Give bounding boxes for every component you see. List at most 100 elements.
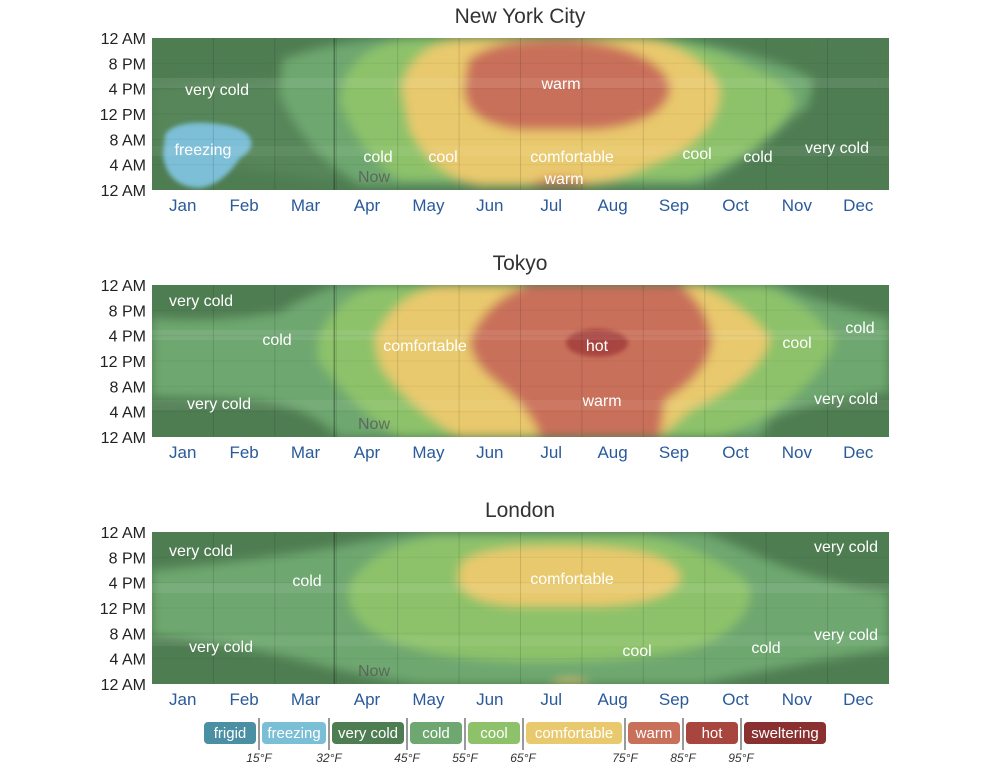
y-tick-label: 4 PM xyxy=(109,576,146,593)
grid xyxy=(152,285,889,437)
y-tick-label: 8 PM xyxy=(109,56,146,73)
x-tick-label: Aug xyxy=(597,690,627,709)
chart-tokyo: Tokyo very cold cold very cold comfortab… xyxy=(100,252,889,462)
region-label: very cold xyxy=(814,539,878,556)
x-axis: Jan Feb Mar Apr May Jun Jul Aug Sep Oct Nov Dec xyxy=(169,443,874,462)
region-label: very cold xyxy=(805,140,869,157)
band-warm xyxy=(470,285,712,437)
region-label: very cold xyxy=(814,627,878,644)
y-axis: 12 AM 8 PM 4 PM 12 PM 8 AM 4 AM 12 AM xyxy=(100,525,146,694)
region-label: cold xyxy=(751,640,780,657)
region-label: cold xyxy=(743,149,772,166)
x-tick-label: May xyxy=(412,196,445,215)
region-label: comfortable xyxy=(530,571,614,588)
chart-title: Tokyo xyxy=(493,252,548,275)
y-tick-label: 12 AM xyxy=(101,430,146,447)
chart-title: London xyxy=(485,499,555,522)
x-tick-label: Mar xyxy=(291,196,321,215)
y-tick-label: 4 AM xyxy=(110,652,146,669)
y-tick-label: 8 PM xyxy=(109,303,146,320)
legend-threshold-label: 95°F xyxy=(728,751,754,765)
legend-threshold-label: 32°F xyxy=(316,751,342,765)
chart-new-york-city: New York City very cold freezing cold co… xyxy=(100,5,889,215)
x-tick-label: Aug xyxy=(597,443,627,462)
y-tick-label: 12 PM xyxy=(100,354,146,371)
legend-swatch xyxy=(262,722,326,744)
legend-label: cold xyxy=(422,725,450,742)
x-tick-label: May xyxy=(412,690,445,709)
x-tick-label: Jun xyxy=(476,443,503,462)
legend-label: hot xyxy=(702,725,724,742)
region-label: comfortable xyxy=(530,149,614,166)
x-tick-label: Jul xyxy=(540,690,562,709)
band-very-cold-dec xyxy=(760,38,889,190)
y-axis: 12 AM 8 PM 4 PM 12 PM 8 AM 4 AM 12 AM xyxy=(100,31,146,200)
x-tick-label: Oct xyxy=(722,443,749,462)
region-label: cool xyxy=(622,643,651,660)
x-tick-label: Sep xyxy=(659,196,689,215)
legend-threshold-label: 15°F xyxy=(246,751,272,765)
now-marker-label: Now xyxy=(358,663,390,680)
legend-label: sweltering xyxy=(751,725,819,742)
band-warm-night xyxy=(530,177,590,186)
x-axis: Jan Feb Mar Apr May Jun Jul Aug Sep Oct Nov Dec xyxy=(169,690,874,709)
legend-label: very cold xyxy=(338,725,398,742)
x-tick-label: Apr xyxy=(354,196,381,215)
region-label: warm xyxy=(540,76,580,93)
y-tick-label: 8 PM xyxy=(109,550,146,567)
x-tick-label: Apr xyxy=(354,443,381,462)
region-label: very cold xyxy=(169,543,233,560)
y-tick-label: 12 AM xyxy=(101,525,146,542)
region-label: cold xyxy=(845,320,874,337)
chart-london: London very cold cold very cold comforta… xyxy=(100,499,889,709)
sun-band xyxy=(152,330,889,340)
x-tick-label: Apr xyxy=(354,690,381,709)
y-tick-label: 8 AM xyxy=(110,626,146,643)
region-label: cold xyxy=(262,332,291,349)
region-label: comfortable xyxy=(383,338,467,355)
x-tick-label: Jan xyxy=(169,690,196,709)
plot-area: very cold freezing cold cool comfortable… xyxy=(152,38,889,190)
grid xyxy=(152,38,889,190)
x-tick-label: Jun xyxy=(476,196,503,215)
y-axis: 12 AM 8 PM 4 PM 12 PM 8 AM 4 AM 12 AM xyxy=(100,278,146,447)
now-marker-label: Now xyxy=(358,169,390,186)
now-marker-label: Now xyxy=(358,416,390,433)
x-tick-label: Oct xyxy=(722,690,749,709)
temperature-legend: frigid freezing very cold cold cool comfortab… xyxy=(204,718,826,765)
band-hot xyxy=(566,329,628,357)
region-label: cold xyxy=(292,573,321,590)
y-tick-label: 4 AM xyxy=(110,405,146,422)
x-tick-label: Dec xyxy=(843,443,874,462)
legend-swatch xyxy=(468,722,520,744)
y-tick-label: 12 PM xyxy=(100,107,146,124)
legend-swatch xyxy=(628,722,680,744)
region-label: very cold xyxy=(814,391,878,408)
x-tick-label: Sep xyxy=(659,443,689,462)
region-label: cool xyxy=(682,146,711,163)
x-axis: Jan Feb Mar Apr May Jun Jul Aug Sep Oct Nov Dec xyxy=(169,196,874,215)
legend-label: freezing xyxy=(267,725,320,742)
y-tick-label: 4 AM xyxy=(110,158,146,175)
x-tick-label: Jun xyxy=(476,690,503,709)
x-tick-label: Mar xyxy=(291,443,321,462)
legend-threshold-label: 45°F xyxy=(394,751,420,765)
y-tick-label: 12 AM xyxy=(101,677,146,694)
legend-label: warm xyxy=(635,725,673,742)
plot-area: very cold cold very cold comfortable hot… xyxy=(152,285,889,437)
grid xyxy=(152,532,889,684)
x-tick-label: Dec xyxy=(843,196,874,215)
sun-band xyxy=(152,636,889,646)
y-tick-label: 12 AM xyxy=(101,278,146,295)
region-label: very cold xyxy=(189,639,253,656)
band-freezing xyxy=(163,122,252,188)
legend-label: frigid xyxy=(214,725,247,742)
region-label: warm xyxy=(543,171,583,188)
band-comfortable xyxy=(458,546,681,606)
y-tick-label: 8 AM xyxy=(110,379,146,396)
region-label: hot xyxy=(586,338,609,355)
x-tick-label: Oct xyxy=(722,196,749,215)
legend-label: cool xyxy=(480,725,508,742)
region-label: cold xyxy=(363,149,392,166)
